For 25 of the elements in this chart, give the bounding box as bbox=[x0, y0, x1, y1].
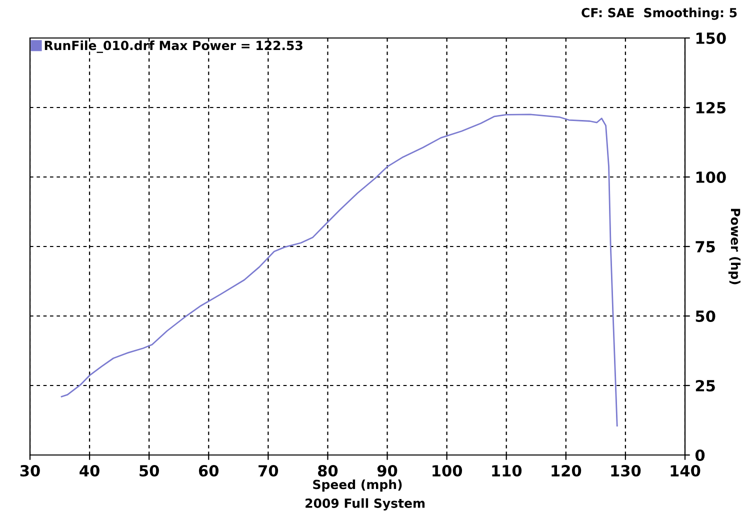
x-tick-label: 30 bbox=[20, 464, 40, 477]
x-tick-label: 90 bbox=[377, 464, 398, 477]
y-axis-title: Power (hp) bbox=[728, 208, 740, 284]
y-tick-label: 0 bbox=[695, 449, 705, 462]
x-tick-label: 120 bbox=[552, 464, 582, 477]
y-tick-label: 75 bbox=[696, 241, 715, 253]
x-tick-label: 60 bbox=[198, 464, 219, 477]
x-tick-label: 70 bbox=[258, 464, 278, 477]
line-series bbox=[60, 114, 618, 427]
y-tick-label: 125 bbox=[696, 102, 726, 114]
x-tick-label: 50 bbox=[140, 464, 159, 477]
y-tick-label: 100 bbox=[696, 171, 726, 184]
text: CF: SAE Smoothing: 5 bbox=[582, 8, 737, 20]
x-tick-label: 110 bbox=[492, 464, 522, 477]
y-tick-label: 150 bbox=[696, 32, 726, 44]
x-tick-label: 80 bbox=[318, 464, 338, 477]
y-tick-label: 25 bbox=[696, 380, 715, 392]
legend-label: RunFile_010.drf Max Power = 122.53 bbox=[44, 40, 302, 53]
x-tick-label: 40 bbox=[80, 464, 100, 477]
x-axis-title: Speed (mph) bbox=[313, 480, 402, 492]
x-tick-label: 130 bbox=[611, 464, 641, 477]
text: 2009 Full System bbox=[306, 498, 425, 510]
x-tick-label: 140 bbox=[670, 464, 700, 477]
x-tick-label: 100 bbox=[432, 464, 462, 477]
y-tick-label: 50 bbox=[696, 310, 716, 322]
